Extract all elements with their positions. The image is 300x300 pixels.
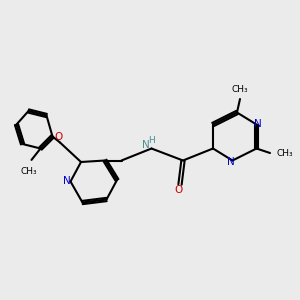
Text: CH₃: CH₃ — [232, 85, 248, 94]
Text: N: N — [227, 157, 235, 167]
Text: N: N — [63, 176, 71, 187]
Text: CH₃: CH₃ — [277, 148, 293, 158]
Text: N: N — [142, 140, 150, 150]
Text: N: N — [254, 119, 262, 129]
Text: O: O — [54, 132, 63, 142]
Text: CH₃: CH₃ — [21, 167, 38, 176]
Text: O: O — [174, 185, 183, 195]
Text: H: H — [148, 136, 154, 145]
